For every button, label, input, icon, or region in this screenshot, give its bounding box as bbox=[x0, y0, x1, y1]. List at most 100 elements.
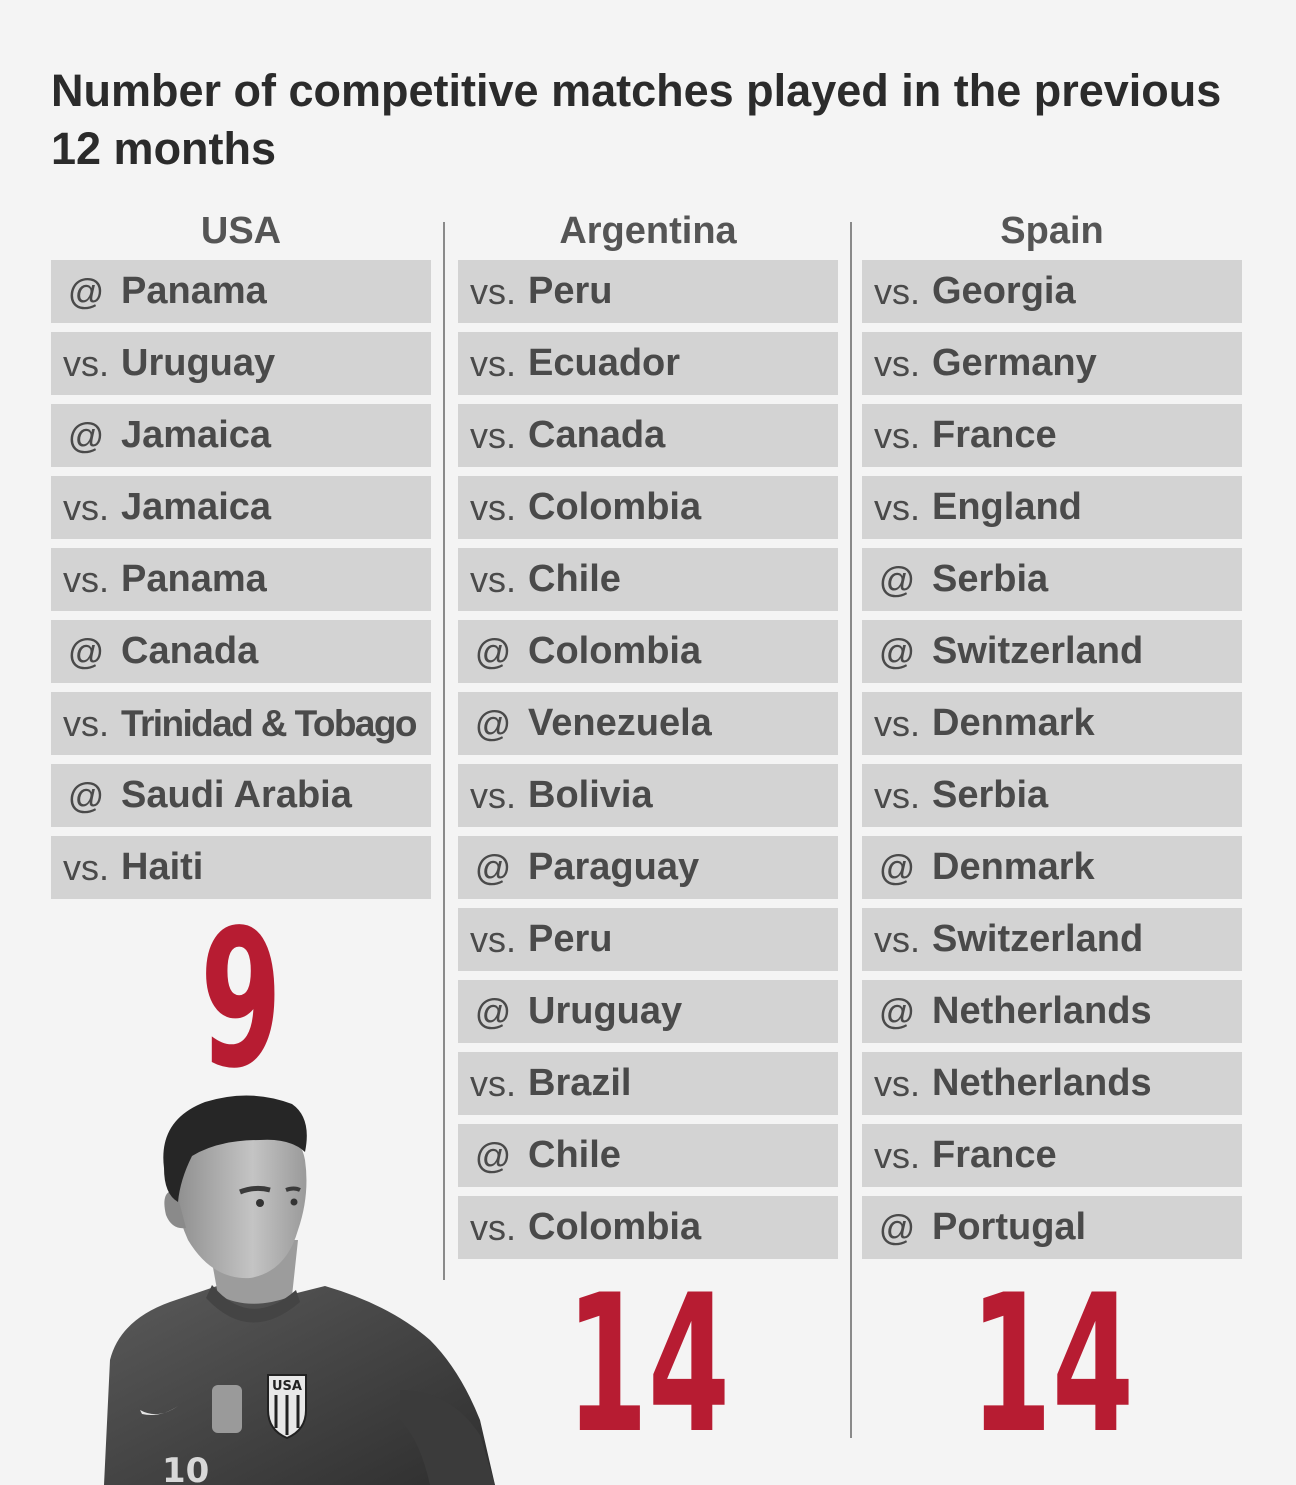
team-name: Spain bbox=[1000, 210, 1104, 252]
opponent-name: Germany bbox=[932, 342, 1097, 384]
venue-prefix: vs. bbox=[469, 342, 516, 384]
match-row: vs. Uruguay bbox=[51, 332, 431, 395]
venue-prefix: vs. bbox=[873, 774, 920, 816]
match-row: vs. Chile bbox=[458, 548, 838, 611]
venue-prefix: vs. bbox=[873, 1062, 920, 1104]
match-row: vs. Haiti bbox=[51, 836, 431, 899]
match-row: vs. Serbia bbox=[862, 764, 1242, 827]
opponent-name: Brazil bbox=[528, 1062, 632, 1104]
opponent-name: Colombia bbox=[528, 486, 702, 528]
match-row: vs. Georgia bbox=[862, 260, 1242, 323]
match-row: vs. Canada bbox=[458, 404, 838, 467]
match-list: @ Panama vs. Uruguay @ Jamaica vs. Jamaica v… bbox=[51, 260, 431, 899]
venue-prefix: @ bbox=[67, 414, 105, 456]
match-total-usa: 9 bbox=[200, 889, 282, 1110]
match-row: vs. Peru bbox=[458, 260, 838, 323]
opponent-name: Panama bbox=[121, 270, 267, 312]
venue-prefix: vs. bbox=[873, 702, 920, 744]
opponent-name: Canada bbox=[528, 414, 666, 456]
venue-prefix: @ bbox=[878, 990, 916, 1032]
venue-prefix: vs. bbox=[873, 270, 920, 312]
opponent-name: Serbia bbox=[932, 774, 1049, 816]
venue-prefix: vs. bbox=[469, 270, 516, 312]
match-row: vs. Jamaica bbox=[51, 476, 431, 539]
venue-prefix: @ bbox=[474, 990, 512, 1032]
opponent-name: Serbia bbox=[932, 558, 1049, 600]
match-row: @ Canada bbox=[51, 620, 431, 683]
venue-prefix: @ bbox=[474, 846, 512, 888]
opponent-name: Switzerland bbox=[932, 918, 1144, 960]
venue-prefix: vs. bbox=[62, 846, 109, 888]
opponent-name: Peru bbox=[528, 918, 613, 960]
opponent-name: Paraguay bbox=[528, 846, 700, 888]
match-total-spain: 14 bbox=[970, 1254, 1134, 1475]
match-row: vs. Switzerland bbox=[862, 908, 1242, 971]
match-row: @ Saudi Arabia bbox=[51, 764, 431, 827]
match-list: vs. Georgia vs. Germany vs. France vs. Engla… bbox=[862, 260, 1242, 1259]
venue-prefix: @ bbox=[878, 1206, 916, 1248]
opponent-name: England bbox=[932, 486, 1082, 528]
match-row: @ Serbia bbox=[862, 548, 1242, 611]
opponent-name: Uruguay bbox=[528, 990, 683, 1032]
opponent-name: Georgia bbox=[932, 270, 1076, 312]
match-list: vs. Peru vs. Ecuador vs. Canada vs. Colombia… bbox=[458, 260, 838, 1259]
opponent-name: Chile bbox=[528, 558, 621, 600]
column-divider bbox=[850, 222, 852, 1438]
venue-prefix: vs. bbox=[469, 774, 516, 816]
match-row: vs. Trinidad & Tobago bbox=[51, 692, 431, 755]
match-row: vs. Colombia bbox=[458, 1196, 838, 1259]
match-row: @ Venezuela bbox=[458, 692, 838, 755]
page-title: Number of competitive matches played in … bbox=[51, 65, 1222, 174]
team-name: USA bbox=[200, 210, 282, 252]
match-row: @ Netherlands bbox=[862, 980, 1242, 1043]
match-row: vs. Ecuador bbox=[458, 332, 838, 395]
venue-prefix: vs. bbox=[873, 1134, 920, 1176]
opponent-name: France bbox=[932, 414, 1057, 456]
venue-prefix: vs. bbox=[62, 486, 109, 528]
match-row: @ Uruguay bbox=[458, 980, 838, 1043]
opponent-name: Portugal bbox=[932, 1206, 1087, 1248]
opponent-name: Uruguay bbox=[121, 342, 276, 384]
jersey-badge: USA bbox=[272, 1379, 302, 1394]
venue-prefix: @ bbox=[878, 630, 916, 672]
match-row: vs. Peru bbox=[458, 908, 838, 971]
match-row: @ Colombia bbox=[458, 620, 838, 683]
venue-prefix: vs. bbox=[469, 1062, 516, 1104]
opponent-name: Colombia bbox=[528, 1206, 702, 1248]
match-row: @ Paraguay bbox=[458, 836, 838, 899]
venue-prefix: vs. bbox=[873, 342, 920, 384]
opponent-name: Panama bbox=[121, 558, 267, 600]
jersey-number: 10 bbox=[162, 1451, 209, 1485]
opponent-name: Netherlands bbox=[932, 990, 1152, 1032]
match-row: vs. France bbox=[862, 404, 1242, 467]
opponent-name: Bolivia bbox=[528, 774, 653, 816]
opponent-name: Ecuador bbox=[528, 342, 681, 384]
match-row: vs. Brazil bbox=[458, 1052, 838, 1115]
opponent-name: France bbox=[932, 1134, 1057, 1176]
match-row: @ Panama bbox=[51, 260, 431, 323]
venue-prefix: vs. bbox=[469, 918, 516, 960]
opponent-name: Denmark bbox=[932, 846, 1095, 888]
opponent-name: Haiti bbox=[121, 846, 204, 888]
match-row: @ Chile bbox=[458, 1124, 838, 1187]
venue-prefix: @ bbox=[878, 846, 916, 888]
venue-prefix: @ bbox=[474, 1134, 512, 1176]
match-row: vs. Colombia bbox=[458, 476, 838, 539]
soccer-player-photo: USA 10 bbox=[104, 1095, 495, 1485]
opponent-name: Saudi Arabia bbox=[121, 774, 352, 816]
team-column-spain: Spain vs. Georgia vs. Germany vs. France vs… bbox=[862, 200, 1242, 1268]
match-row: @ Portugal bbox=[862, 1196, 1242, 1259]
venue-prefix: vs. bbox=[62, 702, 109, 744]
opponent-name: Colombia bbox=[528, 630, 702, 672]
opponent-name: Canada bbox=[121, 630, 259, 672]
match-row: vs. France bbox=[862, 1124, 1242, 1187]
opponent-name: Chile bbox=[528, 1134, 621, 1176]
match-row: vs. Bolivia bbox=[458, 764, 838, 827]
opponent-name: Jamaica bbox=[121, 414, 272, 456]
opponent-name: Venezuela bbox=[528, 702, 712, 744]
opponent-name: Netherlands bbox=[932, 1062, 1152, 1104]
match-row: vs. England bbox=[862, 476, 1242, 539]
match-total-argentina: 14 bbox=[566, 1254, 730, 1475]
match-row: @ Jamaica bbox=[51, 404, 431, 467]
venue-prefix: @ bbox=[474, 702, 512, 744]
